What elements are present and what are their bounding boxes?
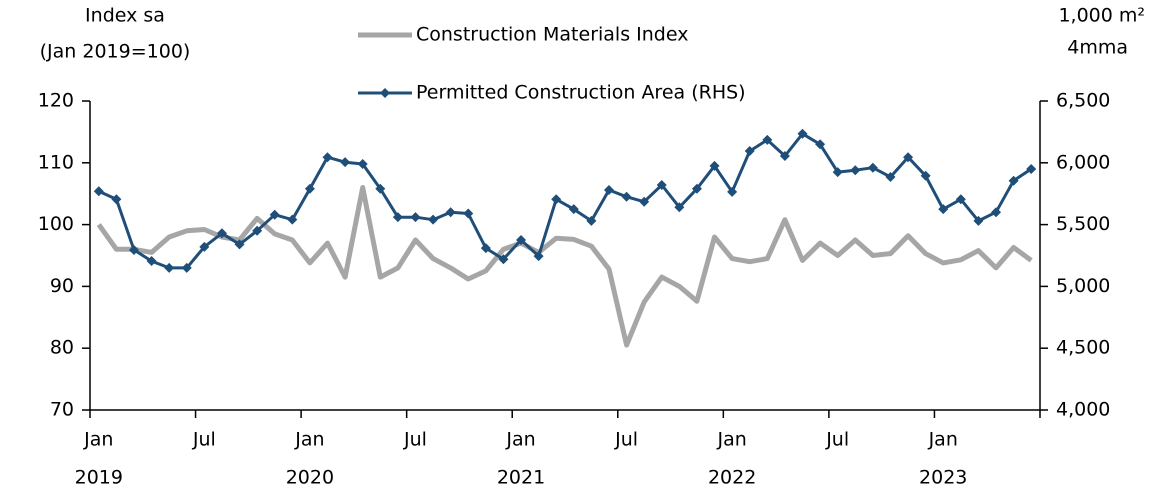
data-point xyxy=(762,134,773,145)
series-line xyxy=(96,185,1033,348)
data-point xyxy=(375,183,386,194)
y2-tick-label: 6,000 xyxy=(1056,151,1110,173)
y-tick-label: 80 xyxy=(50,337,74,359)
data-point xyxy=(287,214,298,225)
data-point xyxy=(252,225,263,236)
y-tick-label: 120 xyxy=(38,90,74,112)
legend-label: Permitted Construction Area (RHS) xyxy=(416,82,746,104)
data-point xyxy=(128,244,139,255)
y-axis-label: Index sa xyxy=(85,5,165,27)
data-point xyxy=(199,241,210,252)
data-point xyxy=(850,165,861,176)
y2-axis-label: 4mma xyxy=(1067,37,1128,59)
x-year-label: 2021 xyxy=(497,467,545,489)
data-point xyxy=(603,184,614,195)
data-point xyxy=(744,146,755,157)
y2-tick-label: 4,000 xyxy=(1056,399,1110,421)
data-point xyxy=(815,139,826,150)
y-tick-label: 100 xyxy=(38,213,74,235)
y-axis-label: (Jan 2019=100) xyxy=(40,41,191,63)
data-point xyxy=(216,228,227,239)
data-point xyxy=(410,212,421,223)
data-point xyxy=(955,194,966,205)
data-point xyxy=(322,152,333,163)
y-tick-label: 70 xyxy=(50,399,74,421)
x-tick-label: Jan xyxy=(505,429,535,451)
y2-tick-label: 5,000 xyxy=(1056,275,1110,297)
data-point xyxy=(392,212,403,223)
y2-tick-label: 4,500 xyxy=(1056,337,1110,359)
x-tick-label: Jul xyxy=(614,429,638,451)
data-point xyxy=(1008,175,1019,186)
data-point xyxy=(674,202,685,213)
data-point xyxy=(639,196,650,207)
x-tick-label: Jan xyxy=(716,429,746,451)
data-point xyxy=(445,207,456,218)
legend-marker xyxy=(380,88,390,98)
data-point xyxy=(357,159,368,170)
data-point xyxy=(938,204,949,215)
x-tick-label: Jul xyxy=(192,429,216,451)
x-year-label: 2020 xyxy=(286,467,334,489)
data-point xyxy=(691,183,702,194)
data-point xyxy=(146,256,157,267)
data-point xyxy=(181,262,192,273)
data-point xyxy=(568,204,579,215)
data-point xyxy=(991,207,1002,218)
x-tick-label: Jan xyxy=(83,429,113,451)
data-point xyxy=(93,186,104,197)
data-point xyxy=(973,215,984,226)
data-point xyxy=(498,254,509,265)
data-point xyxy=(428,214,439,225)
data-point xyxy=(797,128,808,139)
data-point xyxy=(1026,163,1037,174)
y-tick-label: 90 xyxy=(50,275,74,297)
data-point xyxy=(234,239,245,250)
y2-axis-label: 1,000 m² xyxy=(1058,5,1145,27)
data-point xyxy=(920,170,931,181)
y2-tick-label: 6,500 xyxy=(1056,90,1110,112)
data-point xyxy=(533,251,544,262)
data-point xyxy=(709,160,720,171)
x-year-label: 2022 xyxy=(708,467,756,489)
data-point xyxy=(480,243,491,254)
data-point xyxy=(621,191,632,202)
x-year-label: 2023 xyxy=(919,467,967,489)
data-point xyxy=(727,186,738,197)
data-point xyxy=(463,208,474,219)
data-point xyxy=(656,180,667,191)
y2-tick-label: 5,500 xyxy=(1056,213,1110,235)
data-point xyxy=(516,235,527,246)
x-tick-label: Jan xyxy=(294,429,324,451)
x-tick-label: Jul xyxy=(403,429,427,451)
y-tick-label: 110 xyxy=(38,151,74,173)
data-point xyxy=(164,262,175,273)
data-point xyxy=(832,167,843,178)
data-point xyxy=(269,209,280,220)
x-tick-label: Jan xyxy=(928,429,958,451)
data-point xyxy=(551,194,562,205)
data-point xyxy=(903,152,914,163)
data-point xyxy=(867,162,878,173)
data-point xyxy=(111,194,122,205)
data-point xyxy=(885,172,896,183)
data-point xyxy=(340,157,351,168)
x-tick-label: Jul xyxy=(825,429,849,451)
data-point xyxy=(586,215,597,226)
data-point xyxy=(304,183,315,194)
data-point xyxy=(779,151,790,162)
x-year-label: 2019 xyxy=(75,467,123,489)
legend-label: Construction Materials Index xyxy=(416,24,688,46)
